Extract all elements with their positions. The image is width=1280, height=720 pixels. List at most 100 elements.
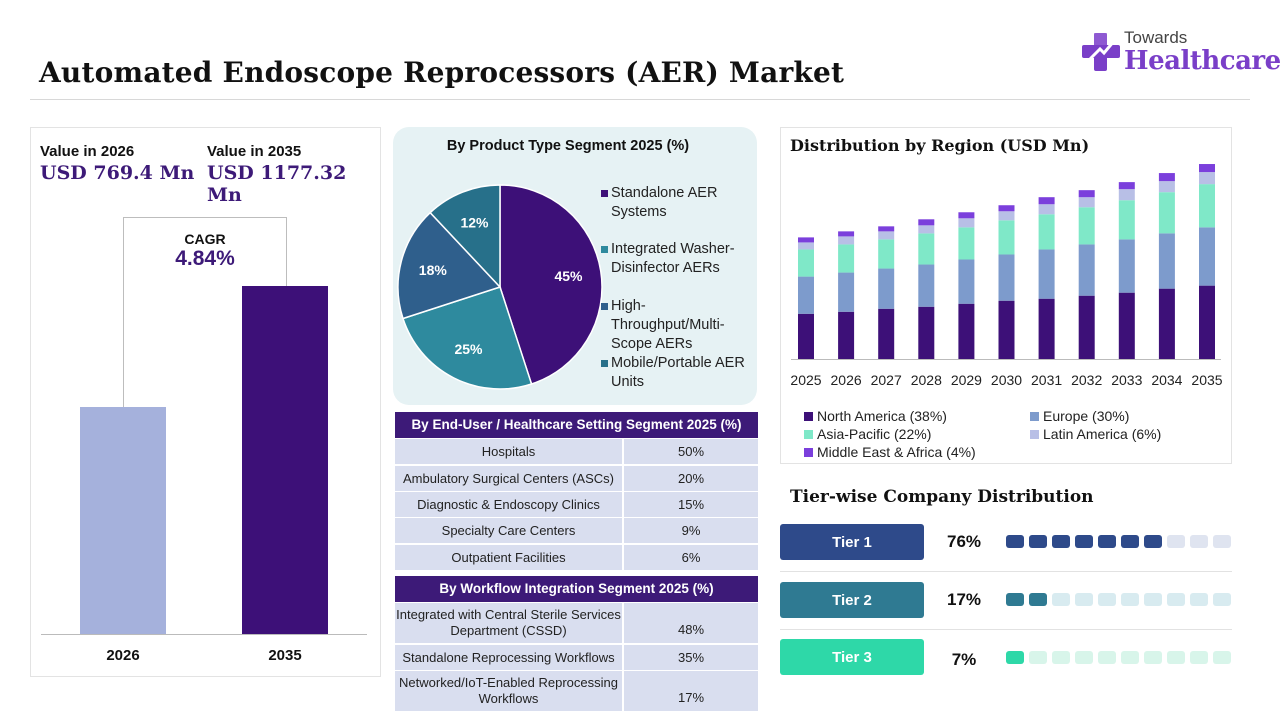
region-bar-segment (878, 231, 895, 240)
region-x-tick-label: 2027 (871, 372, 902, 388)
tier-3-meter-dot (1006, 651, 1024, 664)
legend-label: Latin America (6%) (1043, 426, 1162, 442)
legend-swatch (601, 360, 608, 367)
table-cell-value: 17% (624, 671, 758, 711)
region-bar-segment (798, 249, 814, 277)
tier-2-meter-dot (1190, 593, 1208, 606)
tier-1-meter-dot (1029, 535, 1047, 548)
legend-label: Mobile/Portable AER Units (611, 355, 745, 390)
tier-divider (780, 629, 1232, 630)
tier-2-meter-dot (1167, 593, 1185, 606)
pie-legend-item: Integrated Washer-Disinfector AERs (601, 240, 757, 278)
region-legend-item: Middle East & Africa (4%) (804, 444, 976, 460)
table-cell-value: 9% (624, 518, 758, 543)
value-2026-label: Value in 2026 (40, 143, 135, 160)
end-user-table-title: By End-User / Healthcare Setting Segment… (395, 412, 758, 438)
table-row: Integrated with Central Sterile Services… (395, 603, 758, 643)
value-bar-2026 (80, 406, 166, 634)
region-bar-segment (798, 276, 814, 314)
region-bar-segment (918, 225, 935, 234)
region-bar-segment (998, 254, 1015, 301)
region-bar-segment (998, 211, 1015, 221)
table-cell-label: Outpatient Facilities (395, 545, 622, 570)
tier-1-meter-dot (1006, 535, 1024, 548)
region-bar-segment (958, 227, 975, 260)
region-bar-segment (838, 272, 855, 312)
table-row: Specialty Care Centers 9% (395, 518, 758, 543)
region-bar-segment (1158, 173, 1175, 182)
table-cell-value: 35% (624, 645, 758, 670)
region-bar-segment (1118, 189, 1135, 201)
pie-title: By Product Type Segment 2025 (%) (446, 138, 690, 154)
region-bar-segment (958, 259, 975, 304)
legend-swatch (601, 246, 608, 253)
tier-2-percent: 17% (946, 590, 982, 609)
table-cell-value: 6% (624, 545, 758, 570)
table-row: Networked/IoT-Enabled Reprocessing Workf… (395, 671, 758, 711)
pie-legend-item: Mobile/Portable AER Units (601, 354, 757, 392)
bar-xlabel-2035: 2035 (268, 647, 302, 664)
region-bar-segment (918, 264, 935, 307)
table-cell-label: Hospitals (395, 439, 622, 464)
region-x-tick-label: 2029 (951, 372, 982, 388)
medical-cross-icon (1082, 33, 1120, 71)
region-bar-segment (838, 236, 855, 245)
region-bar-segment (1038, 249, 1055, 299)
table-cell-value: 50% (624, 439, 758, 464)
legend-label: Europe (30%) (1043, 408, 1130, 424)
region-bar-segment (1118, 239, 1135, 293)
region-bar-segment (1199, 184, 1215, 228)
tier-3-percent: 7% (951, 650, 977, 669)
region-bar-segment (1199, 285, 1215, 359)
table-cell-label: Diagnostic & Endoscopy Clinics (395, 492, 622, 517)
region-x-tick-label: 2032 (1071, 372, 1102, 388)
region-bar-segment (878, 308, 895, 359)
region-bar-segment (798, 237, 814, 243)
tier-1-meter-dot (1213, 535, 1231, 548)
brand-logo: Towards Healthcare (1080, 26, 1280, 78)
tier-2-meter-dot (1144, 593, 1162, 606)
region-bar-segment (1199, 164, 1215, 173)
legend-swatch (601, 303, 608, 310)
region-x-tick-label: 2026 (831, 372, 862, 388)
tier-3-meter-dot (1167, 651, 1185, 664)
region-x-tick-label: 2031 (1031, 372, 1062, 388)
region-bar-segment (918, 306, 935, 359)
value-bar-axis (41, 634, 367, 635)
region-bar-segment (918, 219, 935, 226)
tier-3-meter-dot (1213, 651, 1231, 664)
tier-2-meter-dot (1213, 593, 1231, 606)
title-divider (30, 99, 1250, 100)
legend-swatch (804, 448, 813, 457)
region-bar-segment (1118, 200, 1135, 240)
region-bar-segment (918, 233, 935, 265)
region-bar-segment (878, 239, 895, 269)
cagr-label: CAGR (184, 231, 226, 247)
table-cell-label: Integrated with Central Sterile Services… (395, 603, 622, 643)
table-row: Hospitals 50% (395, 439, 758, 464)
region-bar-segment (1038, 214, 1055, 250)
value-2035-amount: USD 1177.32 Mn (207, 162, 347, 206)
tier-1-meter-dot (1052, 535, 1070, 548)
region-bar-segment (1078, 207, 1095, 245)
table-cell-value: 15% (624, 492, 758, 517)
region-x-tick-label: 2030 (991, 372, 1022, 388)
region-bar-segment (1038, 197, 1055, 205)
legend-label: Standalone AER Systems (611, 185, 718, 220)
tier-2-meter-dot (1006, 593, 1024, 606)
table-cell-label: Ambulatory Surgical Centers (ASCs) (395, 466, 622, 491)
market-value-panel: Value in 2026 USD 769.4 Mn Value in 2035… (30, 127, 381, 677)
legend-label: North America (38%) (817, 408, 947, 424)
tier-3-meter-dot (1190, 651, 1208, 664)
region-legend-item: North America (38%) (804, 408, 947, 424)
value-bar-2035 (242, 286, 328, 634)
pie-data-label: 12% (460, 215, 489, 231)
region-x-tick-label: 2033 (1111, 372, 1142, 388)
region-x-tick-label: 2025 (790, 372, 821, 388)
region-bar-segment (958, 218, 975, 228)
bar-xlabel-2026: 2026 (106, 647, 140, 664)
region-x-tick-label: 2035 (1191, 372, 1222, 388)
pie-data-label: 45% (554, 268, 583, 284)
tier-1-meter-dot (1098, 535, 1116, 548)
table-row: Ambulatory Surgical Centers (ASCs) 20% (395, 466, 758, 491)
